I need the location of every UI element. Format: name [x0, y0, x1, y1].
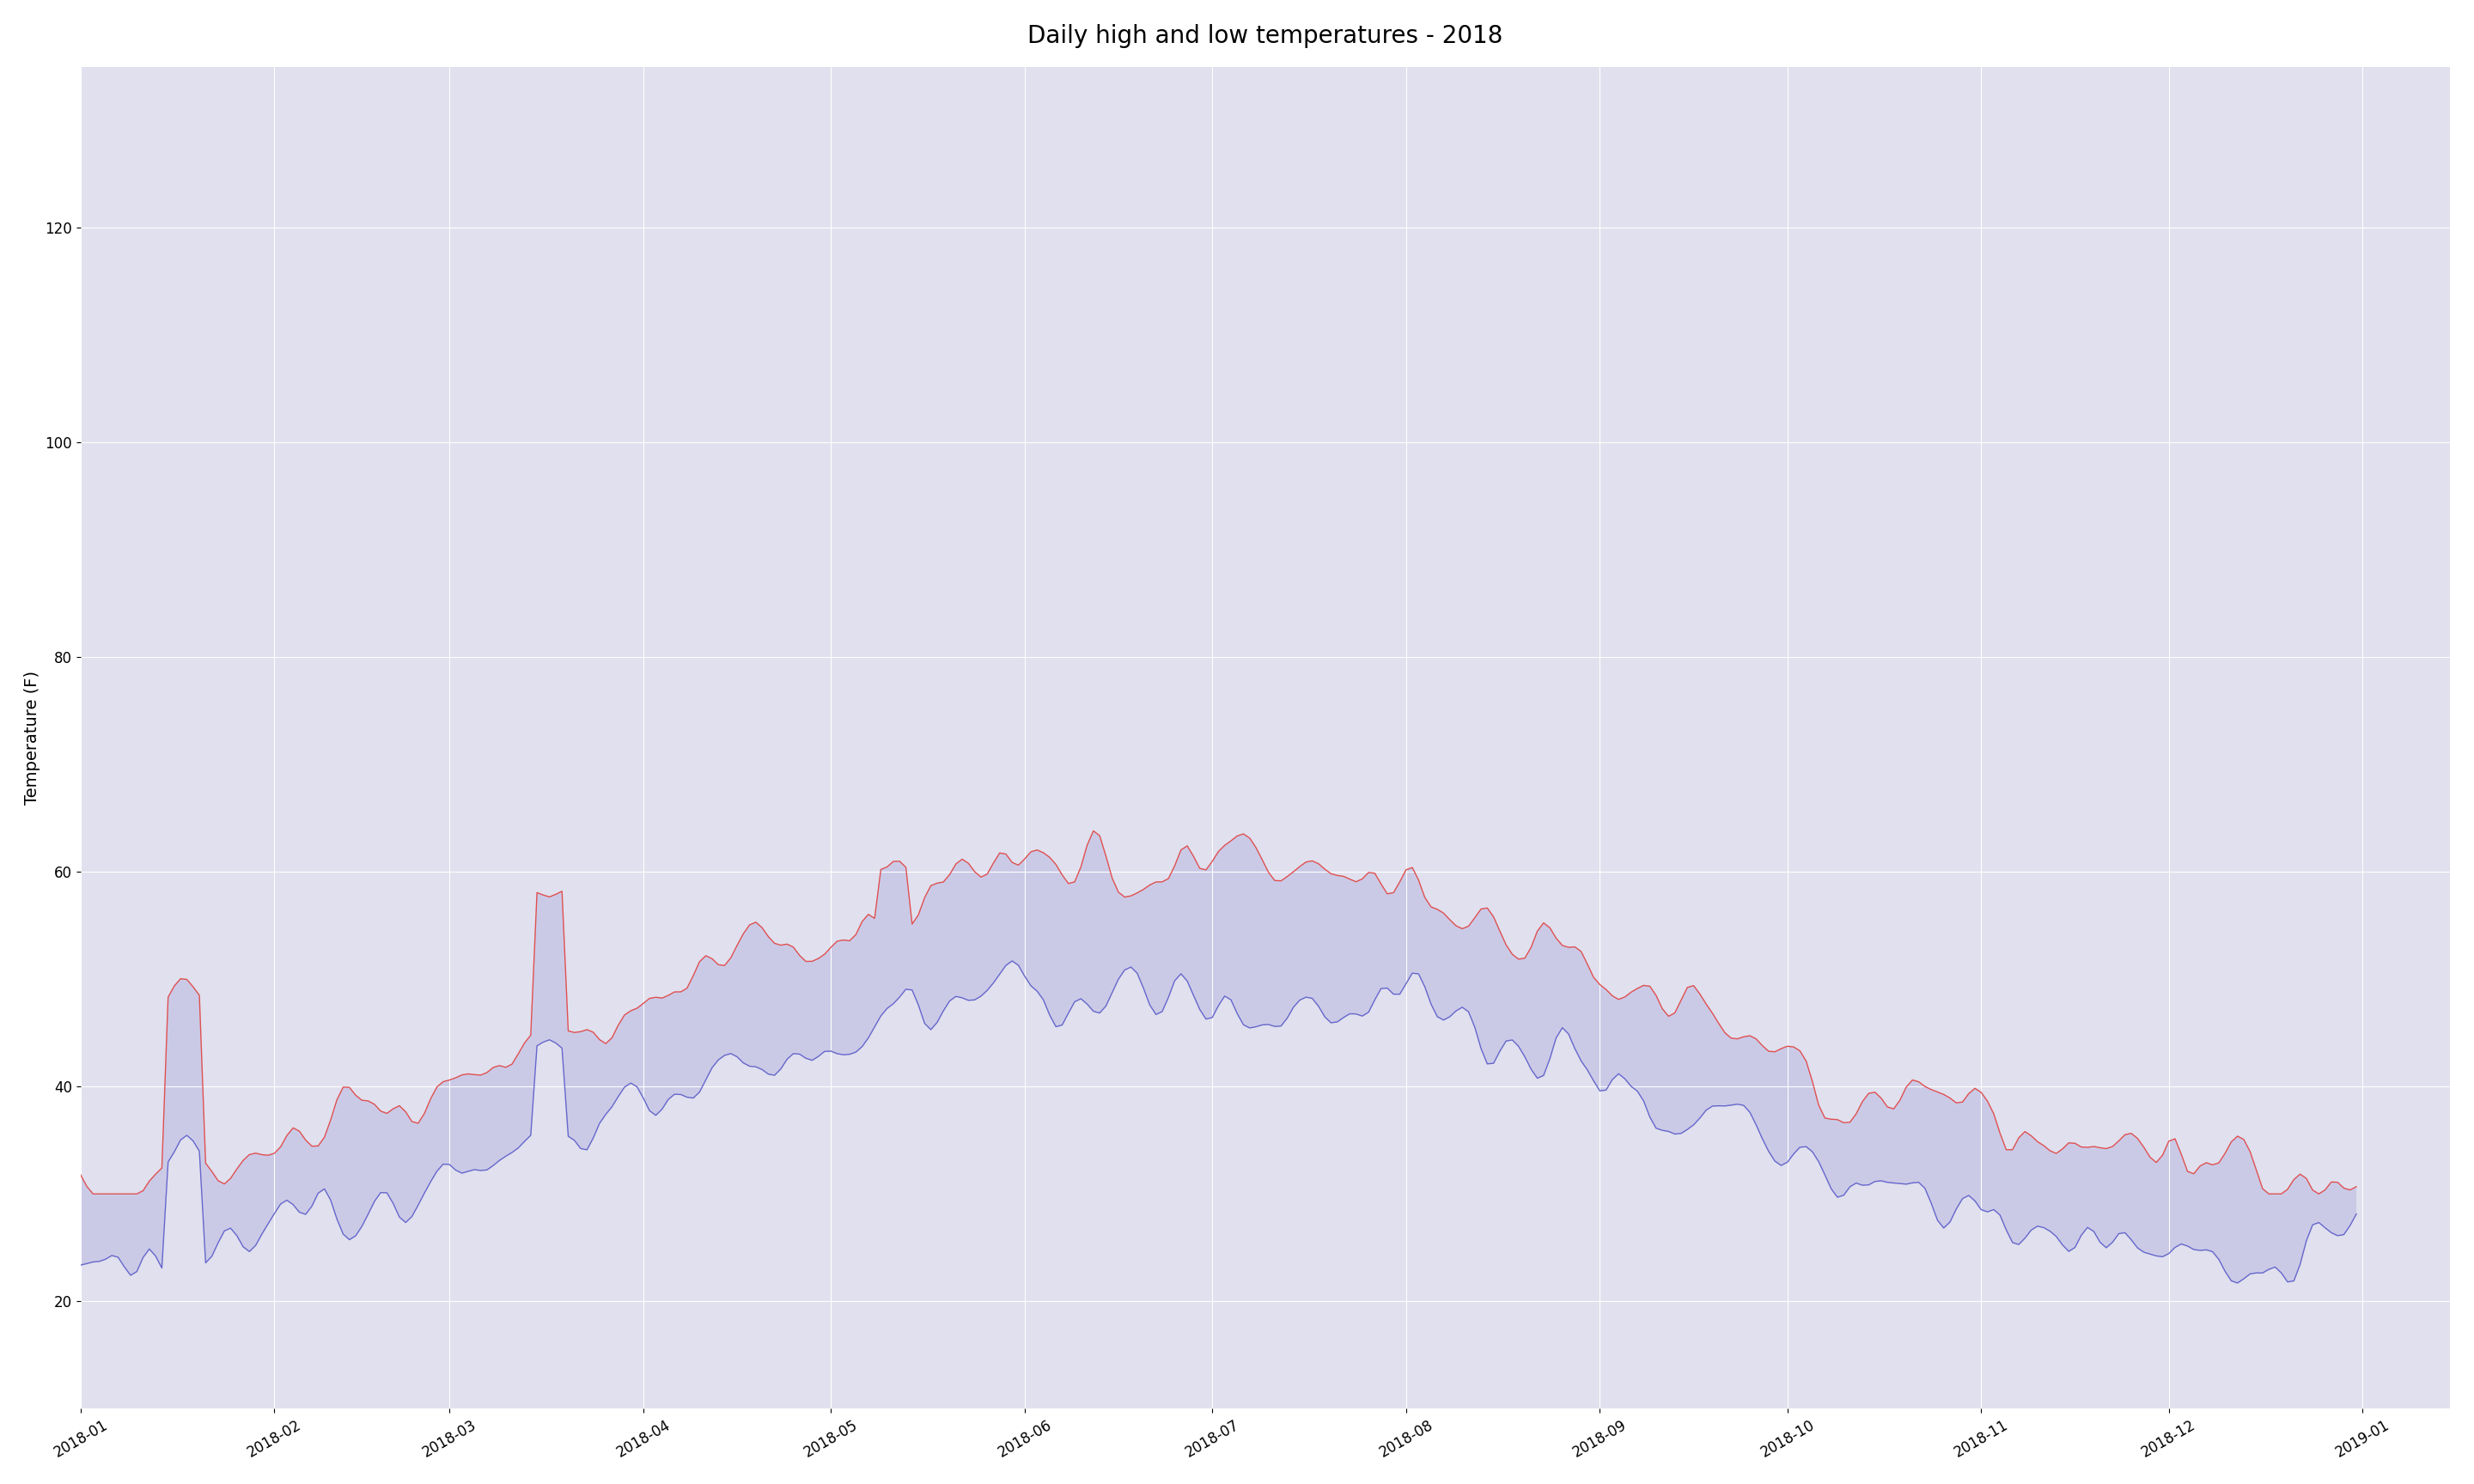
Title: Daily high and low temperatures - 2018: Daily high and low temperatures - 2018: [1027, 24, 1504, 47]
Y-axis label: Temperature (F): Temperature (F): [25, 671, 40, 804]
